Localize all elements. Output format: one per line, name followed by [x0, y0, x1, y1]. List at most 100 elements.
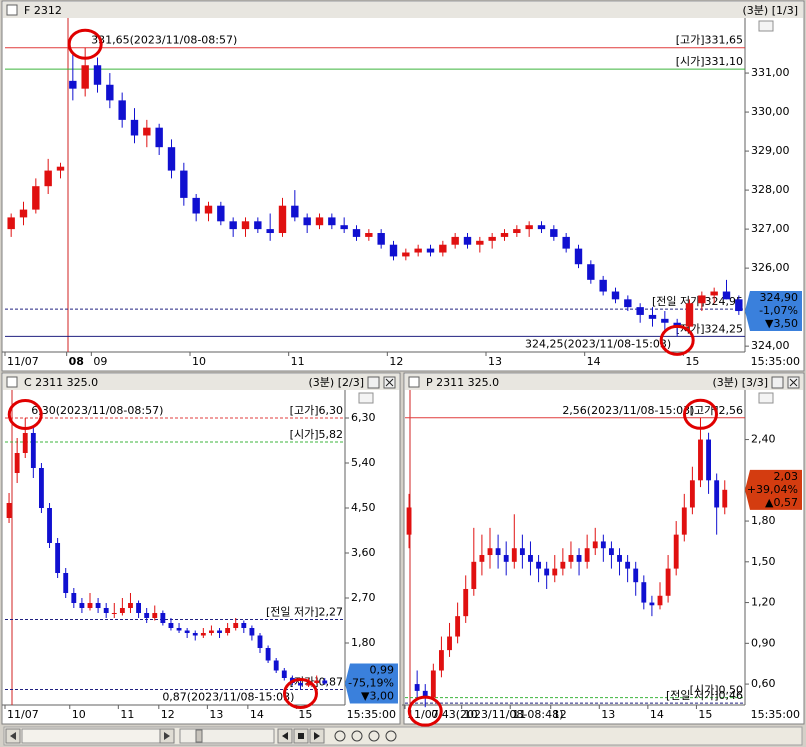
candle-body [229, 221, 237, 230]
y-tick-label: 1,20 [751, 596, 776, 609]
candle-body [56, 166, 65, 171]
candle-body [119, 608, 125, 613]
y-tick-label: 5,40 [351, 456, 376, 469]
candle-body [155, 127, 163, 148]
candle-body [365, 233, 373, 237]
candle-body [611, 291, 620, 300]
current-price-label: ▼3,00 [361, 690, 394, 703]
y-tick-label: 330,00 [751, 105, 790, 118]
candle-body [314, 680, 320, 683]
candle-body [144, 613, 150, 618]
zoom-fit[interactable] [368, 730, 380, 742]
pane-frame [403, 372, 805, 725]
candle-body [22, 433, 28, 453]
x-tick-label: 10 [192, 355, 206, 368]
pane-frame [1, 372, 401, 725]
candle-body [544, 568, 550, 576]
checkbox[interactable] [6, 4, 18, 16]
candle-body [71, 593, 77, 603]
zoom-in[interactable] [334, 730, 346, 742]
price-level-label: [전일 저가]2,27 [266, 605, 343, 619]
candle-body [118, 100, 126, 120]
x-tick-label: 11 [512, 708, 526, 721]
zoom-slider[interactable] [179, 728, 275, 744]
candle-body [180, 170, 188, 198]
current-price-label: 0,99 [370, 664, 395, 677]
checkbox[interactable] [408, 376, 420, 388]
x-tick-label: 15 [698, 708, 712, 721]
candle-body [414, 684, 420, 691]
checkbox[interactable] [6, 376, 18, 388]
x-tick-label: 09 [93, 355, 107, 368]
candle-body [402, 252, 410, 257]
zoom-out[interactable] [351, 730, 363, 742]
x-tick-label: 11/07 [407, 708, 439, 721]
candle-body [352, 229, 361, 237]
maximize-button[interactable] [771, 376, 784, 389]
candle-body [103, 608, 109, 613]
candle-body [587, 264, 595, 280]
candle-body [291, 205, 299, 218]
x-tick-label: 15 [685, 355, 699, 368]
current-price-box [345, 663, 398, 704]
price-level-label: [시가]0,50 [690, 684, 743, 697]
candle-body [266, 229, 274, 234]
current-price-label: -75,19% [348, 677, 394, 690]
candle-body [574, 248, 583, 265]
x-tick-label: 12 [389, 355, 403, 368]
candle-body [463, 588, 469, 617]
x-tick-label: 10 [72, 708, 86, 721]
axis-icon[interactable] [758, 392, 774, 404]
candle-body [278, 205, 287, 234]
axis-icon[interactable] [358, 392, 374, 404]
candle-body [217, 630, 222, 633]
candle-body [633, 568, 639, 583]
candle-body [55, 543, 61, 573]
candle-body [710, 291, 718, 296]
high-note: 331,65(2023/11/08-08:57) [91, 34, 237, 47]
current-price-label: -1,07% [759, 304, 798, 317]
pane-period: (3분) [1/3] [743, 4, 798, 17]
candle-body [93, 65, 102, 85]
axis-icon[interactable] [758, 20, 774, 32]
y-tick-label: 1,80 [351, 636, 376, 649]
candle-body [69, 80, 77, 89]
arrow-icon [164, 732, 170, 740]
candle-body [439, 650, 444, 671]
candle-body [451, 236, 459, 245]
candle-body [328, 217, 336, 226]
scroll-thumb[interactable] [21, 728, 173, 744]
candle-body [560, 561, 566, 569]
icon [314, 732, 320, 740]
candle-body [44, 170, 52, 187]
candle-body [519, 548, 525, 556]
candle-body [106, 84, 114, 101]
y-tick-label: 326,00 [751, 261, 790, 274]
candle-body [257, 635, 263, 648]
y-tick-label: 2,40 [751, 433, 776, 446]
zoom-handle[interactable] [195, 729, 203, 743]
candle-body [87, 603, 93, 608]
candle-body [487, 548, 493, 556]
current-price-box [745, 469, 802, 510]
candle-body [249, 628, 255, 636]
candle-body [584, 548, 590, 562]
candle-body [657, 595, 663, 606]
search[interactable] [385, 730, 397, 742]
candle-body [685, 303, 694, 327]
candle-body [233, 623, 239, 628]
price-level-label: [시가]331,10 [676, 55, 743, 68]
candle-body [406, 507, 412, 535]
icon [282, 732, 288, 740]
candle-body [681, 507, 687, 535]
highlight-circle [282, 678, 318, 709]
candle-body [562, 236, 570, 249]
x-tick-label: 13 [601, 708, 615, 721]
maximize-button[interactable] [367, 376, 380, 389]
candle-body [665, 568, 671, 596]
candle-body [241, 221, 250, 230]
x-tick-label: 13 [488, 355, 502, 368]
candle-body [430, 670, 436, 698]
candle-body [722, 291, 731, 300]
